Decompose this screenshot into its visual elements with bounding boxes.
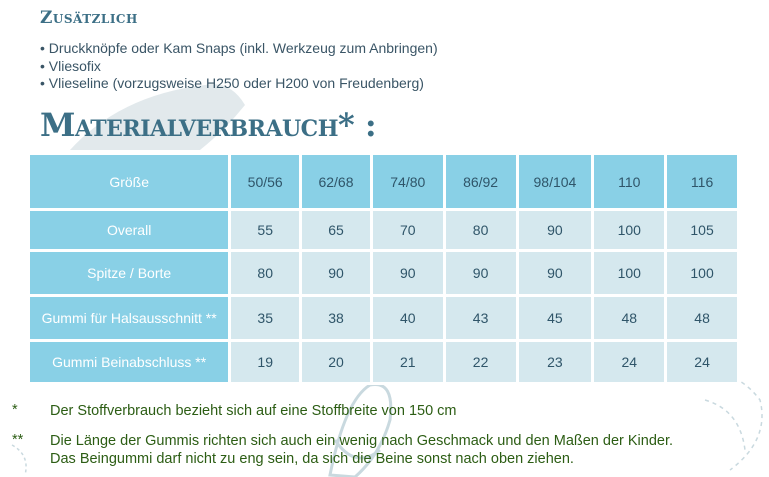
size-table: Größe 50/56 62/68 74/80 86/92 98/104 110…: [27, 152, 740, 385]
table-row: Spitze / Borte 80 90 90 90 90 100 100: [30, 252, 737, 294]
footnote-fabric: * Der Stoffverbrauch bezieht sich auf ei…: [12, 402, 457, 420]
size-header: 62/68: [302, 155, 370, 208]
table-cell: 45: [518, 297, 592, 339]
table-cell: 90: [518, 211, 592, 249]
table-cell: 22: [445, 342, 516, 382]
row-label: Gummi Beinabschluss **: [30, 342, 229, 382]
extras-heading: Zusätzlich: [40, 8, 138, 28]
material-heading: Materialverbrauch* :: [40, 106, 377, 144]
table-cell: 38: [302, 297, 370, 339]
table-cell: 65: [302, 211, 370, 249]
table-cell: 100: [594, 252, 665, 294]
table-cell: 24: [667, 342, 737, 382]
table-row: Overall 55 65 70 80 90 100 105: [30, 211, 737, 249]
footnote-elastic: ** Die Länge der Gummis richten sich auc…: [12, 432, 673, 468]
table-cell: 100: [594, 211, 665, 249]
size-header: 116: [667, 155, 737, 208]
extras-list: Druckknöpfe oder Kam Snaps (inkl. Werkze…: [40, 40, 438, 93]
table-cell: 90: [372, 252, 443, 294]
table-cell: 80: [231, 252, 300, 294]
table-row: Gummi für Halsausschnitt ** 35 38 40 43 …: [30, 297, 737, 339]
table-cell: 20: [302, 342, 370, 382]
size-header: 110: [594, 155, 665, 208]
table-cell: 105: [667, 211, 737, 249]
footnote-line: Die Länge der Gummis richten sich auch e…: [50, 433, 674, 449]
list-item: Vlieseline (vorzugsweise H250 oder H200 …: [40, 75, 438, 93]
table-cell: 48: [667, 297, 737, 339]
table-cell: 24: [594, 342, 665, 382]
table-cell: 35: [231, 297, 300, 339]
table-cell: 55: [231, 211, 300, 249]
row-label: Gummi für Halsausschnitt **: [30, 297, 229, 339]
table-cell: 90: [445, 252, 516, 294]
list-item: Druckknöpfe oder Kam Snaps (inkl. Werkze…: [40, 40, 438, 58]
size-header: 50/56: [231, 155, 300, 208]
footnote-line: Der Stoffverbrauch bezieht sich auf eine…: [50, 403, 457, 419]
row-label: Overall: [30, 211, 229, 249]
table-cell: 80: [445, 211, 516, 249]
table-row: Gummi Beinabschluss ** 19 20 21 22 23 24…: [30, 342, 737, 382]
table-cell: 19: [231, 342, 300, 382]
footnote-mark: **: [12, 432, 24, 448]
footnote-line: Das Beingummi darf nicht zu eng sein, da…: [50, 451, 574, 467]
size-header: 98/104: [518, 155, 592, 208]
list-item: Vliesofix: [40, 58, 438, 76]
size-header: 74/80: [372, 155, 443, 208]
row-label: Spitze / Borte: [30, 252, 229, 294]
table-cell: 90: [518, 252, 592, 294]
table-cell: 23: [518, 342, 592, 382]
size-header: 86/92: [445, 155, 516, 208]
table-cell: 21: [372, 342, 443, 382]
table-cell: 100: [667, 252, 737, 294]
table-cell: 70: [372, 211, 443, 249]
table-cell: 90: [302, 252, 370, 294]
footnote-mark: *: [12, 402, 18, 418]
table-cell: 40: [372, 297, 443, 339]
table-cell: 43: [445, 297, 516, 339]
table-corner-label: Größe: [30, 155, 229, 208]
table-header-row: Größe 50/56 62/68 74/80 86/92 98/104 110…: [30, 155, 737, 208]
table-cell: 48: [594, 297, 665, 339]
